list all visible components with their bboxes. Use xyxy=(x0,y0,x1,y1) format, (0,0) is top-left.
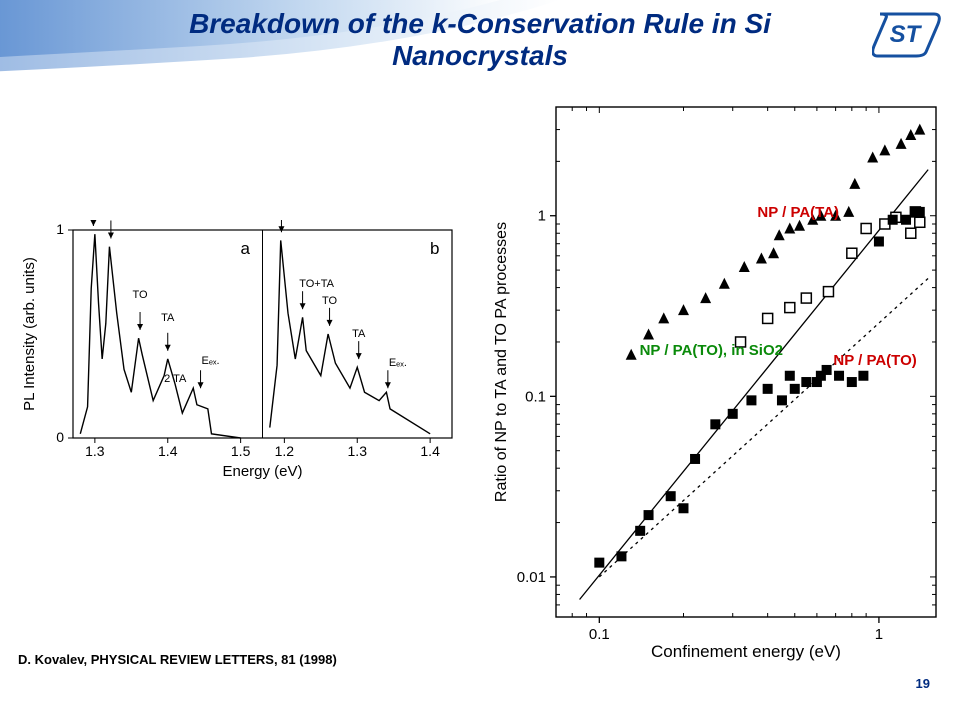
logo-text: ST xyxy=(890,21,923,48)
svg-text:Energy (eV): Energy (eV) xyxy=(222,463,302,480)
svg-text:0: 0 xyxy=(56,429,64,445)
svg-text:TA: TA xyxy=(161,312,175,324)
svg-text:1.5: 1.5 xyxy=(231,443,251,459)
svg-text:0.1: 0.1 xyxy=(589,626,610,643)
svg-text:TO: TO xyxy=(322,295,338,307)
citation: D. Kovalev, PHYSICAL REVIEW LETTERS, 81 … xyxy=(18,652,337,667)
title-line-1: Breakdown of the k-Conservation Rule in … xyxy=(189,8,771,39)
svg-text:PL Intensity (arb. units): PL Intensity (arb. units) xyxy=(21,257,38,411)
st-logo: ST xyxy=(872,8,942,58)
svg-text:0.01: 0.01 xyxy=(517,569,546,586)
svg-text:a: a xyxy=(241,239,251,258)
svg-text:1.3: 1.3 xyxy=(348,443,368,459)
svg-text:1: 1 xyxy=(538,208,546,225)
svg-text:Eₑₓ.: Eₑₓ. xyxy=(389,357,407,369)
svg-text:TA: TA xyxy=(352,328,366,340)
svg-text:1.2: 1.2 xyxy=(275,443,295,459)
svg-text:2 TA: 2 TA xyxy=(164,373,187,385)
chart-pl-intensity: PL Intensity (arb. units) Energy (eV) 0 1 1.… xyxy=(18,220,458,480)
svg-text:b: b xyxy=(430,239,439,258)
page-title: Breakdown of the k-Conservation Rule in … xyxy=(0,8,960,72)
page-number: 19 xyxy=(916,676,930,691)
svg-text:1: 1 xyxy=(875,626,883,643)
chart-annotation: NP / PA(TO), in SiO2 xyxy=(640,342,783,359)
chart-annotation: NP / PA(TA) xyxy=(757,204,839,221)
chart-annotation: NP / PA(TO) xyxy=(833,352,916,369)
svg-text:Confinement energy (eV): Confinement energy (eV) xyxy=(651,642,841,661)
svg-text:1.4: 1.4 xyxy=(158,443,178,459)
svg-text:1.3: 1.3 xyxy=(85,443,105,459)
svg-text:Eₑₓ.: Eₑₓ. xyxy=(202,355,220,367)
svg-text:0.1: 0.1 xyxy=(525,388,546,405)
chart-ratio-np: Ratio of NP to TA and TO PA processes Con… xyxy=(488,95,948,665)
svg-text:Ratio of NP to TA and TO PA pr: Ratio of NP to TA and TO PA processes xyxy=(493,222,510,502)
title-line-2: Nanocrystals xyxy=(392,40,568,71)
svg-text:TO+TA: TO+TA xyxy=(299,278,334,290)
svg-text:1.4: 1.4 xyxy=(420,443,440,459)
svg-text:1: 1 xyxy=(56,221,64,237)
svg-text:TO: TO xyxy=(133,289,149,301)
